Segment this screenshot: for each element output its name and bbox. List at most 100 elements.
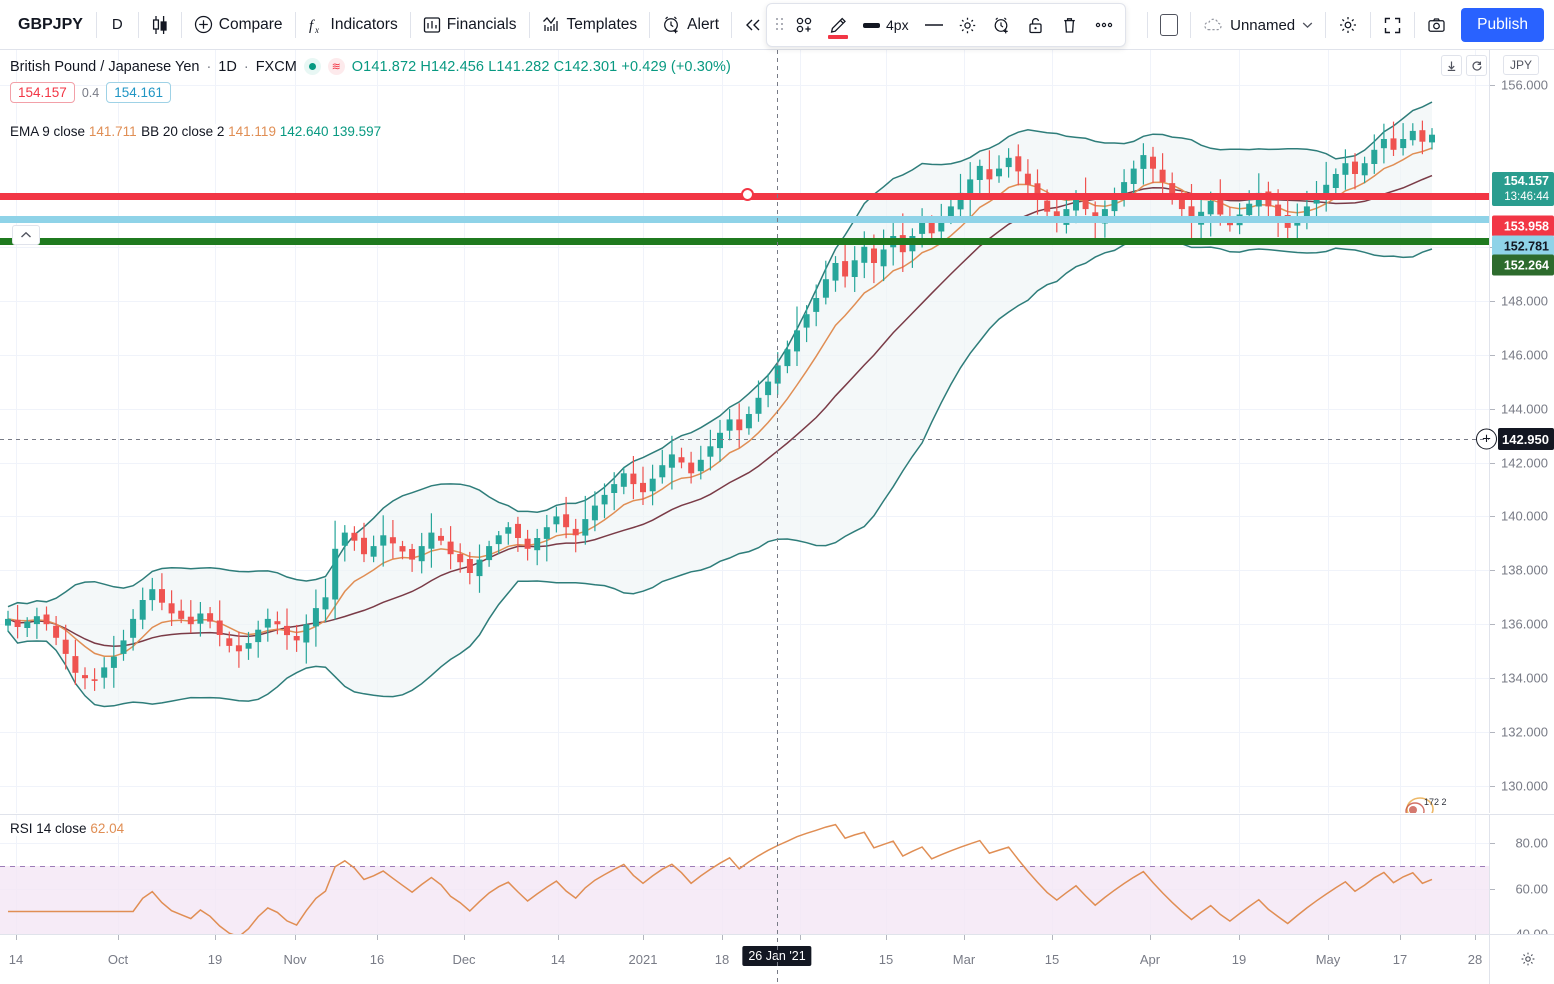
sync-icon[interactable]	[1466, 55, 1487, 76]
divider	[731, 11, 733, 38]
line-style-icon[interactable]	[917, 8, 951, 42]
divider	[1370, 12, 1372, 38]
main-chart-pane[interactable]: British Pound / Japanese Yen · 1D · FXCM…	[0, 50, 1489, 813]
chart-style-button[interactable]	[142, 9, 178, 41]
divider	[409, 11, 411, 38]
legend-interval[interactable]: 1D	[218, 58, 237, 75]
svg-text:x: x	[314, 25, 319, 35]
time-axis-tick	[886, 935, 887, 940]
chart-settings-button[interactable]	[1329, 9, 1367, 41]
time-axis-tick	[215, 935, 216, 940]
layout-name-button[interactable]: Unnamed	[1194, 9, 1322, 41]
ema-legend-row[interactable]: EMA 9 close 141.711	[10, 124, 137, 139]
ema-legend-label: EMA 9 close	[10, 124, 86, 139]
unlock-icon[interactable]	[1019, 8, 1053, 42]
alert-price-pill-blue[interactable]: 152.781	[1492, 235, 1554, 257]
crosshair-price-pill: 142.950	[1498, 428, 1554, 450]
trash-icon[interactable]	[1053, 8, 1087, 42]
collapse-legend-button[interactable]	[12, 225, 40, 245]
gear-icon[interactable]	[951, 8, 985, 42]
templates-button[interactable]: Templates	[533, 9, 647, 41]
replay-icon	[744, 17, 764, 33]
legend-exchange[interactable]: FXCM	[255, 58, 297, 75]
price-axis-tick-label: 132.000	[1501, 724, 1548, 740]
snapshot-button[interactable]	[1418, 9, 1455, 41]
price-axis-buttons	[1441, 55, 1487, 76]
price-axis-tick	[1490, 408, 1495, 410]
price-axis-tick	[1490, 85, 1495, 87]
ema-legend-value: 141.711	[88, 124, 137, 139]
drag-grip-icon[interactable]	[771, 8, 787, 42]
rsi-axis-tick-label: 80.00	[1515, 835, 1548, 851]
last-price-value: 154.157	[1503, 174, 1549, 189]
time-axis-tick-label: 19	[207, 952, 223, 967]
alert-line-blue[interactable]	[0, 216, 1489, 223]
price-axis-tick-label: 130.000	[1501, 778, 1548, 794]
rsi-legend[interactable]: RSI 14 close 62.04	[10, 821, 125, 836]
alert-line-green[interactable]	[0, 238, 1489, 245]
alert-button[interactable]: Alert	[653, 9, 728, 41]
adjustment-icon: ≋	[327, 58, 345, 75]
chart-frame: British Pound / Japanese Yen · 1D · FXCM…	[0, 50, 1554, 984]
pencil-color-swatch[interactable]	[828, 35, 848, 39]
legend-ohlc: O141.872 H142.456 L141.282 C142.301 +0.4…	[351, 58, 731, 75]
more-dots-icon[interactable]	[1087, 8, 1121, 42]
bb-legend-basis: 141.119	[228, 124, 276, 139]
publish-label: Publish	[1477, 16, 1528, 33]
alert-line-red-handle[interactable]	[741, 188, 754, 201]
bb-legend-label: BB 20 close 2	[141, 124, 225, 139]
time-axis-tick-label: 14	[8, 952, 24, 967]
candlestick-icon	[151, 15, 169, 35]
last-price-pill[interactable]: 154.157 13:46:44	[1492, 172, 1554, 206]
timeframe-label: D	[111, 16, 123, 33]
line-width-button[interactable]: 4px	[855, 8, 917, 42]
bb-legend-row[interactable]: BB 20 close 2 141.119 142.640 139.597	[141, 124, 382, 139]
time-axis-tick	[1400, 935, 1401, 940]
time-axis-tick	[1150, 935, 1151, 940]
time-axis-tick	[1475, 935, 1476, 940]
pencil-icon[interactable]	[821, 8, 855, 42]
alert-line-blue-handle[interactable]	[0, 216, 7, 223]
alert-price-pill-red[interactable]: 153.958	[1492, 215, 1554, 237]
ask-price-box[interactable]: 154.161	[106, 82, 172, 103]
price-axis[interactable]: JPY 156.000150.000148.000146.000144.0001…	[1441, 50, 1554, 813]
timeframe-button[interactable]: D	[100, 9, 135, 41]
time-axis-tick	[295, 935, 296, 940]
currency-chip[interactable]: JPY	[1503, 55, 1540, 75]
time-axis-tick	[964, 935, 965, 940]
toolbar-right-group: Unnamed Publish	[1144, 0, 1554, 50]
time-axis-tick-label: 15	[878, 952, 894, 967]
alarm-clock-icon[interactable]	[985, 8, 1019, 42]
bid-price-box[interactable]: 154.157	[10, 82, 75, 103]
download-icon[interactable]	[1441, 55, 1462, 76]
time-axis-tick	[800, 935, 801, 940]
price-axis-tick	[1490, 732, 1495, 734]
bar-countdown: 13:46:44	[1504, 190, 1549, 203]
bar-chart-icon	[423, 16, 441, 34]
time-axis-tick-label: Dec	[452, 952, 476, 967]
symbol-search-button[interactable]: GBPJPY	[8, 9, 93, 41]
price-axis-tick	[1490, 624, 1495, 626]
rsi-axis-tick	[1490, 842, 1495, 844]
layout-name-label: Unnamed	[1230, 16, 1296, 34]
bb-legend-upper: 142.640	[279, 124, 329, 139]
compare-button[interactable]: Compare	[185, 9, 292, 41]
legend-symbol-name[interactable]: British Pound / Japanese Yen	[10, 58, 200, 75]
alert-line-red-handle-left[interactable]	[0, 193, 7, 200]
divider	[180, 11, 182, 38]
layout-button[interactable]	[1151, 9, 1187, 41]
drawing-templates-icon[interactable]	[787, 8, 821, 42]
price-axis-tick	[1490, 516, 1495, 518]
publish-button[interactable]: Publish	[1461, 8, 1544, 42]
alert-line-green-handle[interactable]	[0, 238, 7, 245]
symbol-label: GBPJPY	[18, 15, 83, 33]
gear-icon[interactable]	[1520, 951, 1536, 971]
time-axis-tick-label: 28	[1467, 952, 1483, 967]
financials-button[interactable]: Financials	[414, 9, 526, 41]
fullscreen-button[interactable]	[1374, 9, 1411, 41]
price-axis-tick-label: 136.000	[1501, 616, 1548, 632]
svg-text:f: f	[309, 18, 315, 34]
price-axis-tick-label: 144.000	[1501, 401, 1548, 417]
alert-price-pill-green[interactable]: 152.264	[1492, 254, 1554, 276]
